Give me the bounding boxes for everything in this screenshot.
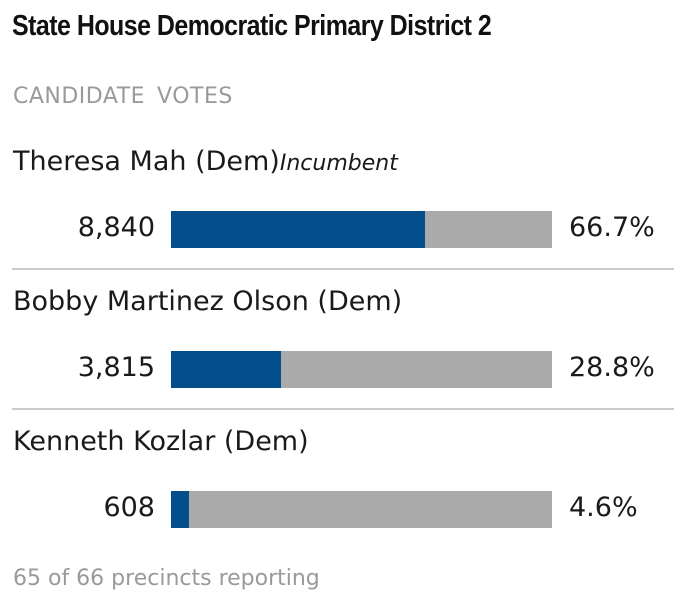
candidate-row: Kenneth Kozlar (Dem) 608 4.6% (0, 410, 692, 550)
precincts-reporting: 65 of 66 precincts reporting (13, 566, 320, 591)
row-divider (12, 268, 674, 270)
chart-title: State House Democratic Primary District … (12, 10, 492, 42)
vote-count: 608 (103, 492, 155, 523)
vote-percent: 28.8% (569, 352, 655, 383)
vote-bar-track (171, 491, 552, 528)
vote-bar (171, 491, 189, 528)
vote-bar-track (171, 211, 552, 248)
candidate-row: Bobby Martinez Olson (Dem) 3,815 28.8% (0, 270, 692, 410)
candidate-name-line: Theresa Mah (Dem)Incumbent (13, 144, 398, 182)
candidate-name: Theresa Mah (Dem) (13, 146, 280, 177)
results-chart: Theresa Mah (Dem)Incumbent 8,840 66.7% B… (0, 130, 692, 550)
candidate-name-line: Kenneth Kozlar (Dem) (13, 424, 309, 462)
candidate-name: Kenneth Kozlar (Dem) (13, 426, 309, 457)
vote-percent: 66.7% (569, 212, 655, 243)
vote-count: 8,840 (77, 212, 155, 243)
candidate-name: Bobby Martinez Olson (Dem) (13, 286, 403, 317)
vote-count: 3,815 (77, 352, 155, 383)
vote-bar (171, 351, 281, 388)
vote-bar (171, 211, 426, 248)
column-header-votes: VOTES (157, 84, 233, 109)
vote-bar-track (171, 351, 552, 388)
vote-percent: 4.6% (569, 492, 638, 523)
candidate-name-line: Bobby Martinez Olson (Dem) (13, 284, 402, 322)
row-divider (12, 408, 674, 410)
column-headers: CANDIDATE VOTES (13, 84, 233, 109)
incumbent-label: Incumbent (279, 151, 398, 176)
column-header-candidate: CANDIDATE (13, 84, 146, 109)
candidate-row: Theresa Mah (Dem)Incumbent 8,840 66.7% (0, 130, 692, 270)
